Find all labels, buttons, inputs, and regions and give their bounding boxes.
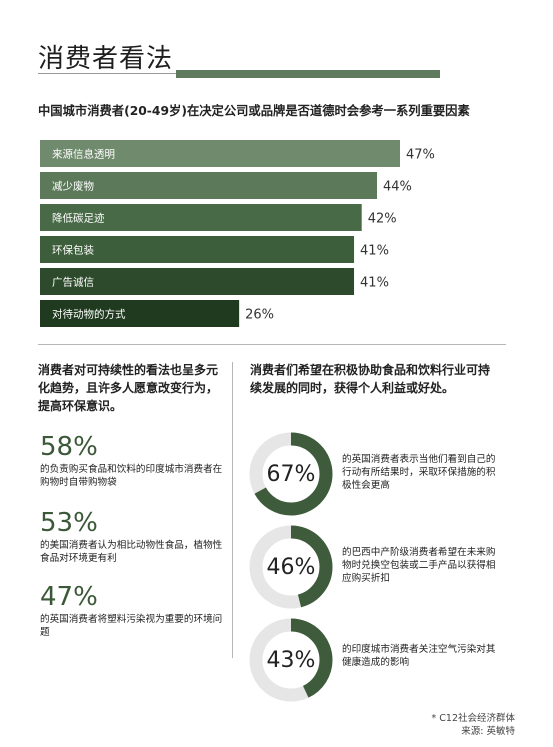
right-column-heading: 消费者们希望在积极协助食品和饮料行业可持续发展的同时，获得个人利益或好处。 bbox=[250, 363, 491, 395]
chart-heading: 中国城市消费者(20-49岁)在决定公司或品牌是否道德时会参考一系列重要因素 bbox=[38, 104, 470, 118]
stat-value: 58% bbox=[40, 432, 98, 462]
footnote: * C12社会经济群体 来源: 英敏特 bbox=[432, 712, 516, 738]
bar-category-label: 来源信息透明 bbox=[52, 148, 115, 161]
column-divider bbox=[232, 362, 233, 658]
bar-category-label: 对待动物的方式 bbox=[52, 308, 126, 321]
bar-value-label: 41% bbox=[360, 276, 389, 291]
left-column-heading: 消费者对可持续性的看法也呈多元化趋势，且许多人愿意改变行为，提高环保意识。 bbox=[38, 363, 219, 413]
bar bbox=[40, 172, 378, 199]
donut-value: 67% bbox=[266, 461, 316, 487]
donut-ring bbox=[249, 525, 333, 609]
donut-stat: 67% 的英国消费者表示当他们看到自己的行动有所结果时，采取环保措施的积极性会更… bbox=[248, 431, 498, 517]
donut-arc bbox=[249, 525, 333, 609]
donut-stat: 43% 的印度城市消费者关注空气污染对其健康造成的影响 bbox=[248, 617, 498, 703]
donut-description: 的印度城市消费者关注空气污染对其健康造成的影响 bbox=[342, 644, 496, 668]
bar-category-label: 降低碳足迹 bbox=[52, 212, 105, 225]
bar-value-label: 41% bbox=[360, 244, 389, 259]
stat-block: 47% 的英国消费者将塑料污染视为重要的环境问题 bbox=[40, 583, 225, 639]
bar bbox=[40, 268, 355, 295]
donut-ring bbox=[249, 432, 333, 516]
title-accent-bar bbox=[176, 70, 440, 78]
bar bbox=[40, 204, 362, 231]
bar bbox=[40, 300, 240, 327]
donut-arc bbox=[249, 618, 333, 702]
stat-value: 53% bbox=[40, 508, 98, 538]
donut-ring bbox=[249, 618, 333, 702]
footnote-source: 来源: 英敏特 bbox=[461, 726, 515, 737]
bar-category-label: 减少废物 bbox=[52, 180, 94, 193]
bar-value-label: 44% bbox=[383, 180, 412, 195]
bar-value-label: 26% bbox=[245, 308, 274, 323]
bar-category-label: 广告诚信 bbox=[52, 276, 94, 289]
page-title: 消费者看法 bbox=[38, 44, 174, 74]
donut-arc bbox=[249, 432, 333, 516]
bar-category-label: 环保包装 bbox=[52, 244, 94, 257]
stat-description: 的英国消费者将塑料污染视为重要的环境问题 bbox=[40, 614, 223, 638]
stat-description: 的美国消费者认为相比动物性食品，植物性食品对环境更有利 bbox=[40, 540, 223, 564]
footnote-note: * C12社会经济群体 bbox=[431, 713, 516, 724]
donut-description: 的巴西中产阶级消费者希望在未来购物时兑换空包装或二手产品以获得相应购买折扣 bbox=[342, 547, 496, 584]
stat-block: 58% 的负责购买食品和饮料的印度城市消费者在购物时自带购物袋 bbox=[40, 433, 225, 489]
donut-description: 的英国消费者表示当他们看到自己的行动有所结果时，采取环保措施的积极性会更高 bbox=[342, 454, 496, 491]
bar-value-label: 47% bbox=[406, 148, 435, 163]
bar bbox=[40, 236, 355, 263]
section-divider bbox=[38, 344, 506, 345]
donut-value: 43% bbox=[266, 647, 316, 673]
stat-description: 的负责购买食品和饮料的印度城市消费者在购物时自带购物袋 bbox=[40, 464, 223, 488]
donut-value: 46% bbox=[266, 554, 316, 580]
bar bbox=[40, 140, 400, 167]
bar-value-label: 42% bbox=[368, 212, 397, 227]
stat-value: 47% bbox=[40, 582, 98, 612]
donut-stat: 46% 的巴西中产阶级消费者希望在未来购物时兑换空包装或二手产品以获得相应购买折… bbox=[248, 524, 498, 610]
stat-block: 53% 的美国消费者认为相比动物性食品，植物性食品对环境更有利 bbox=[40, 509, 225, 565]
